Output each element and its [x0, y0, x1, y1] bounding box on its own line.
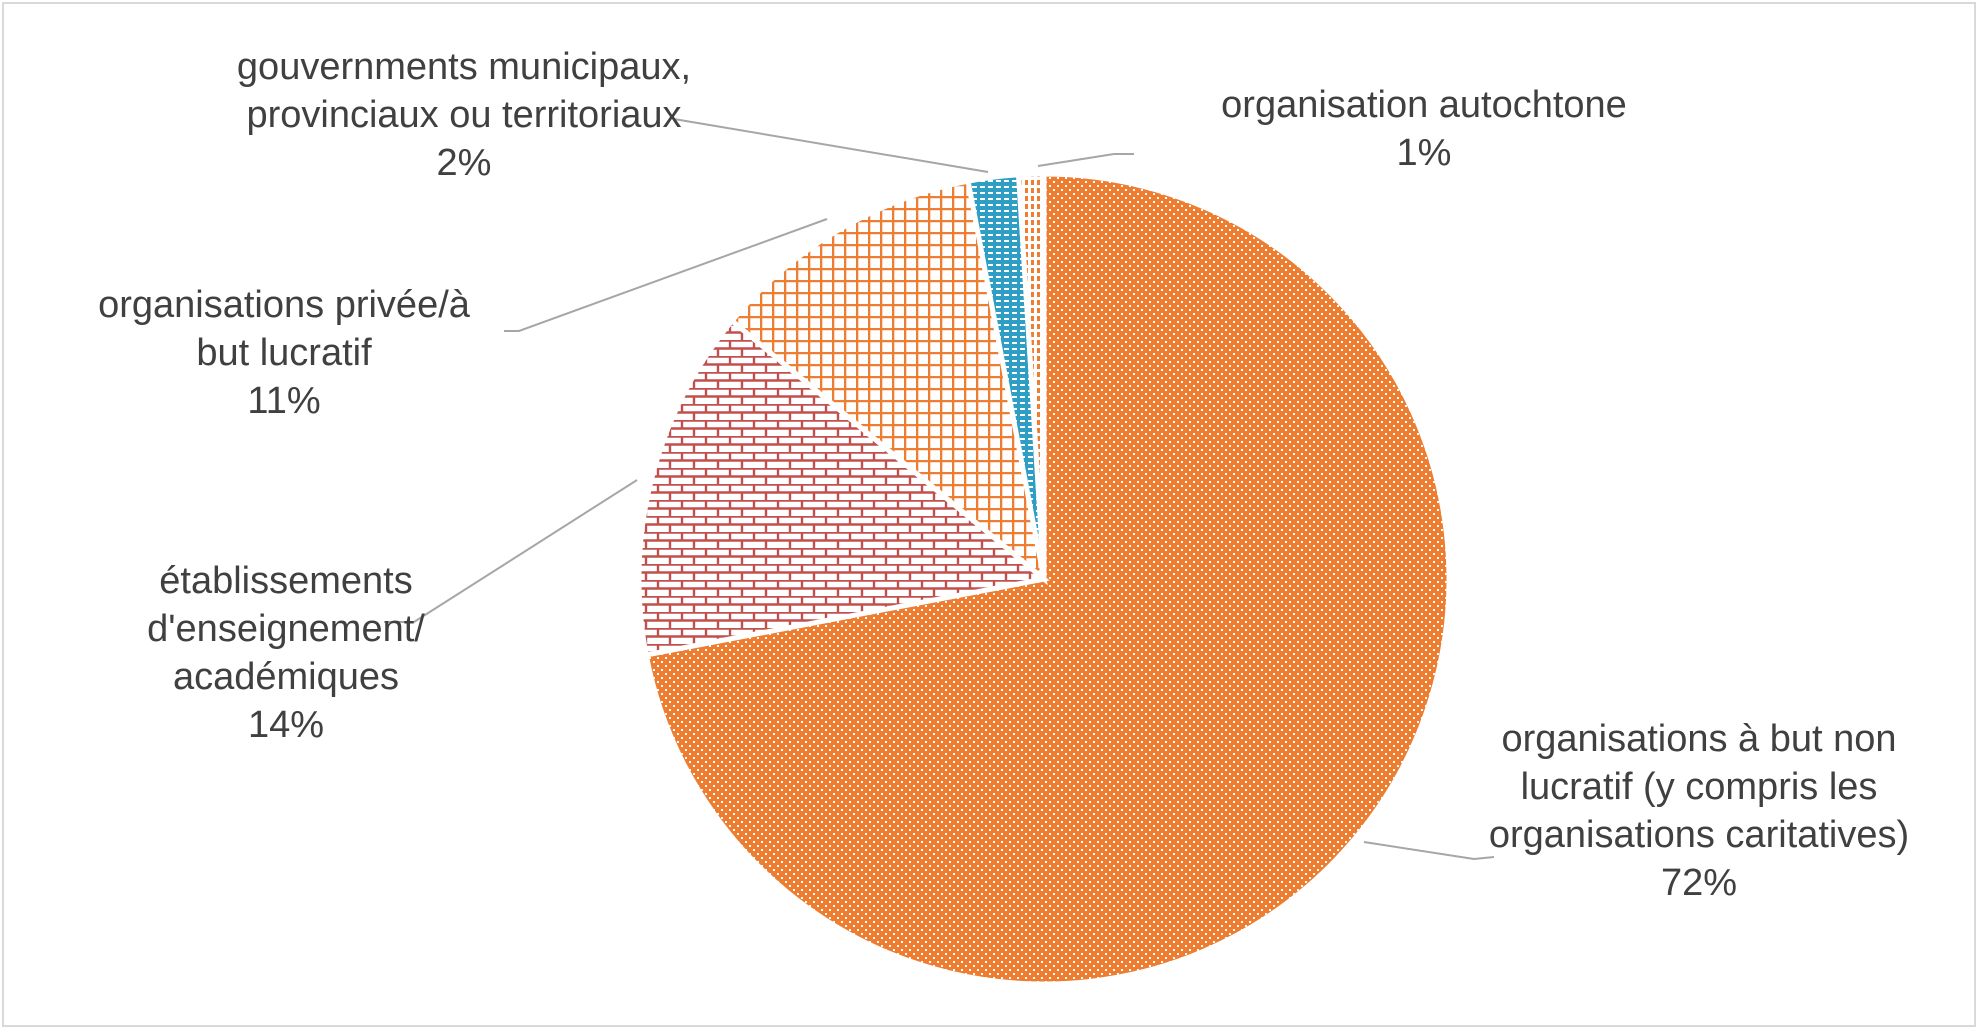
data-label-organisations-privee-a-but-lucratif: organisations privée/à but lucratif 11%: [98, 284, 471, 422]
pie-slice-organisation-autochtone: [1015, 171, 1047, 580]
leader-line-organisation-autochtone: [1037, 153, 1134, 167]
data-label-etablissements-d-enseignement-academique: établissements d'enseignement/académiques…: [147, 560, 425, 746]
data-label-organisation-autochtone: organisation autochtone 1%: [1221, 84, 1627, 174]
pie-slice-etablissements-d-enseignement-academique: [636, 317, 1050, 658]
leader-line-organisations-a-but-non-lucratif-y-compr: [1363, 841, 1495, 861]
leader-line-organisations-privee-a-but-lucratif: [504, 218, 828, 332]
data-label-gouvernments-municipaux-provinciaux-ou-t: gouvernments municipaux, provinciaux ou t…: [237, 46, 691, 184]
data-label-organisations-a-but-non-lucratif-y-compr: organisations à but non lucratif (y compr…: [1489, 718, 1909, 904]
pie-chart: organisations à but non lucratif (y compr…: [98, 46, 1909, 987]
leader-line-etablissements-d-enseignement-academique: [384, 479, 638, 623]
leader-line-gouvernments-municipaux-provinciaux-ou-t: [673, 118, 989, 173]
pie-slice-organisations-privee-a-but-lucratif: [728, 178, 1048, 586]
